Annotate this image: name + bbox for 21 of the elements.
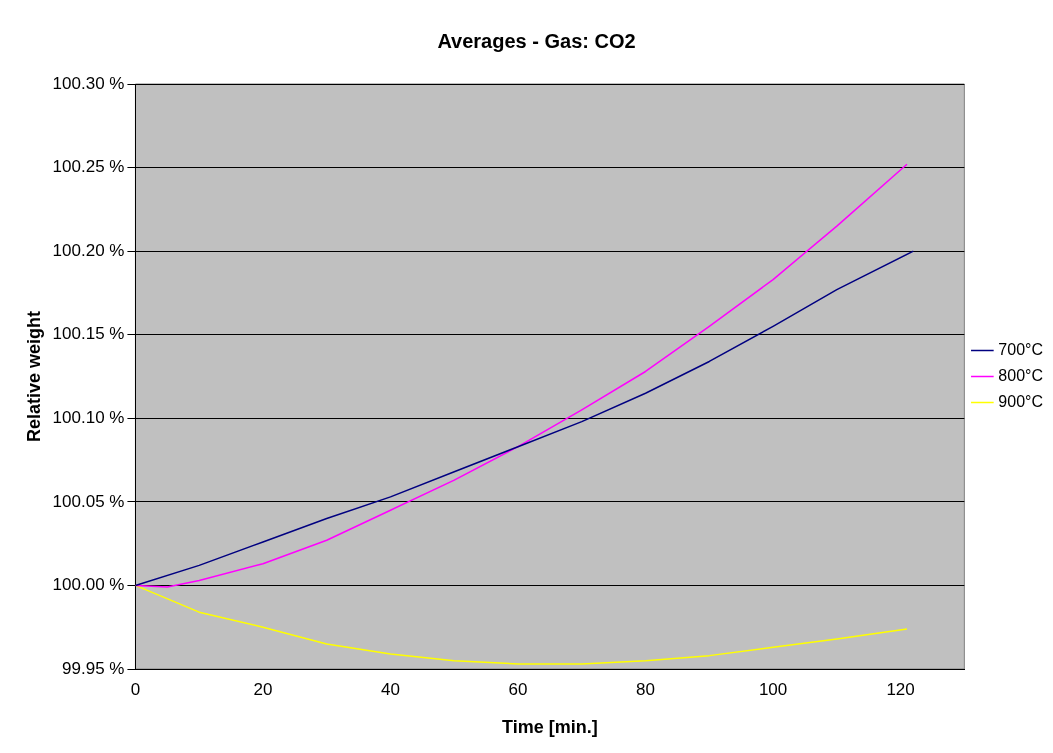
legend-label: 800°C: [998, 366, 1044, 384]
y-tick-label: 100.25 %: [52, 157, 125, 177]
y-tick-label: 100.00 %: [52, 575, 125, 595]
y-tick-label: 100.10 %: [52, 407, 125, 427]
y-tick-label: 99.95 %: [62, 658, 125, 678]
chart-title: Averages - Gas: CO2: [437, 29, 636, 52]
y-tick-label: 100.05 %: [52, 491, 125, 511]
legend-label: 900°C: [998, 392, 1044, 410]
legend-label: 700°C: [998, 340, 1044, 358]
x-tick-label: 80: [636, 679, 655, 699]
y-tick-label: 100.20 %: [52, 240, 125, 260]
x-tick-label: 120: [886, 679, 915, 699]
x-tick-label: 40: [381, 679, 400, 699]
x-tick-label: 20: [253, 679, 273, 699]
x-tick-label: 0: [130, 679, 141, 699]
x-tick-label: 60: [508, 679, 528, 699]
x-tick-label: 100: [758, 679, 788, 699]
x-axis-title: Time [min.]: [502, 717, 598, 738]
y-tick-label: 100.30 %: [52, 73, 125, 93]
y-tick-label: 100.15 %: [52, 324, 125, 344]
y-axis-title: Relative weight: [23, 310, 44, 443]
